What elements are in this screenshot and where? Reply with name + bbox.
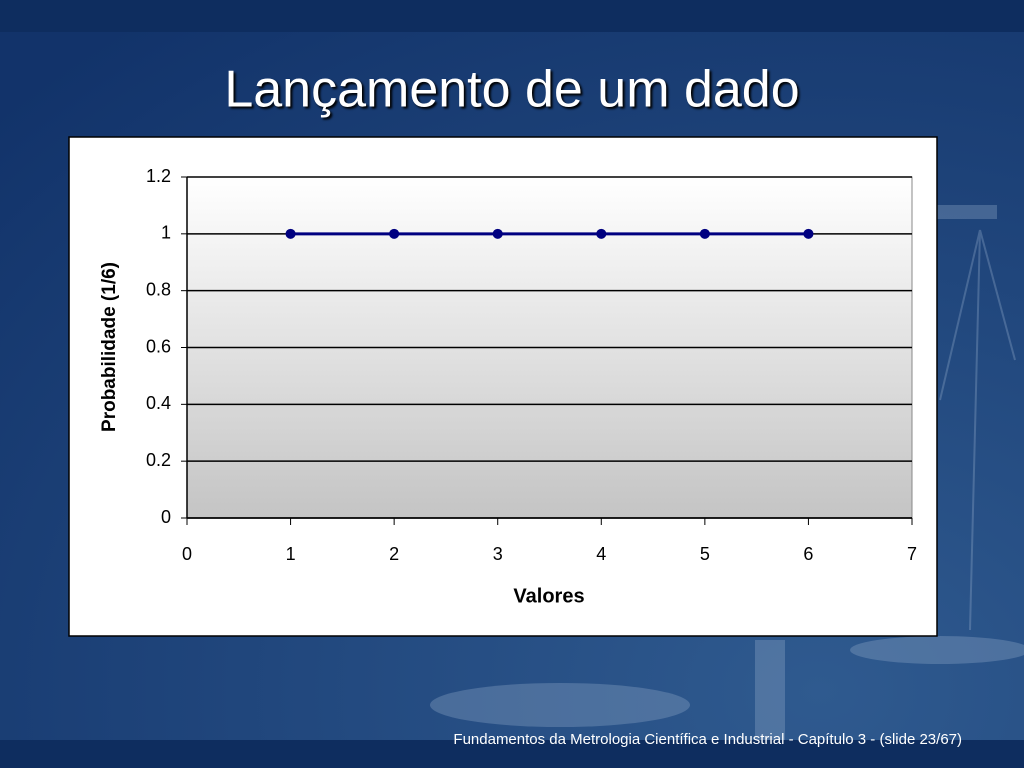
footer: Fundamentos da Metrologia Científica e I… <box>453 731 962 748</box>
x-axis-label: Valores <box>513 585 584 607</box>
marker <box>285 228 296 239</box>
x-tick-label: 0 <box>182 544 192 564</box>
y-tick-label: 0.8 <box>146 279 171 299</box>
y-axis-label: Probabilidade (1/6) <box>99 262 120 432</box>
scale-decoration <box>430 205 1024 740</box>
marker <box>492 228 503 239</box>
marker <box>596 228 607 239</box>
bottom-band <box>0 740 1024 768</box>
x-tick-label: 1 <box>286 544 296 564</box>
x-tick-label: 4 <box>596 544 606 564</box>
y-tick-label: 1.2 <box>146 166 171 186</box>
y-tick-label: 0.4 <box>146 393 171 413</box>
marker <box>699 228 710 239</box>
marker <box>389 228 400 239</box>
y-tick-label: 0.2 <box>146 450 171 470</box>
y-tick-label: 1 <box>161 223 171 243</box>
marker <box>803 228 814 239</box>
top-band <box>0 0 1024 32</box>
x-tick-label: 6 <box>803 544 813 564</box>
slide-title: Lançamento de um dado <box>224 61 799 119</box>
y-tick-label: 0 <box>161 507 171 527</box>
y-tick-label: 0.6 <box>146 336 171 356</box>
x-tick-label: 2 <box>389 544 399 564</box>
x-tick-label: 7 <box>907 544 917 564</box>
x-tick-label: 5 <box>700 544 710 564</box>
x-tick-label: 3 <box>493 544 503 564</box>
